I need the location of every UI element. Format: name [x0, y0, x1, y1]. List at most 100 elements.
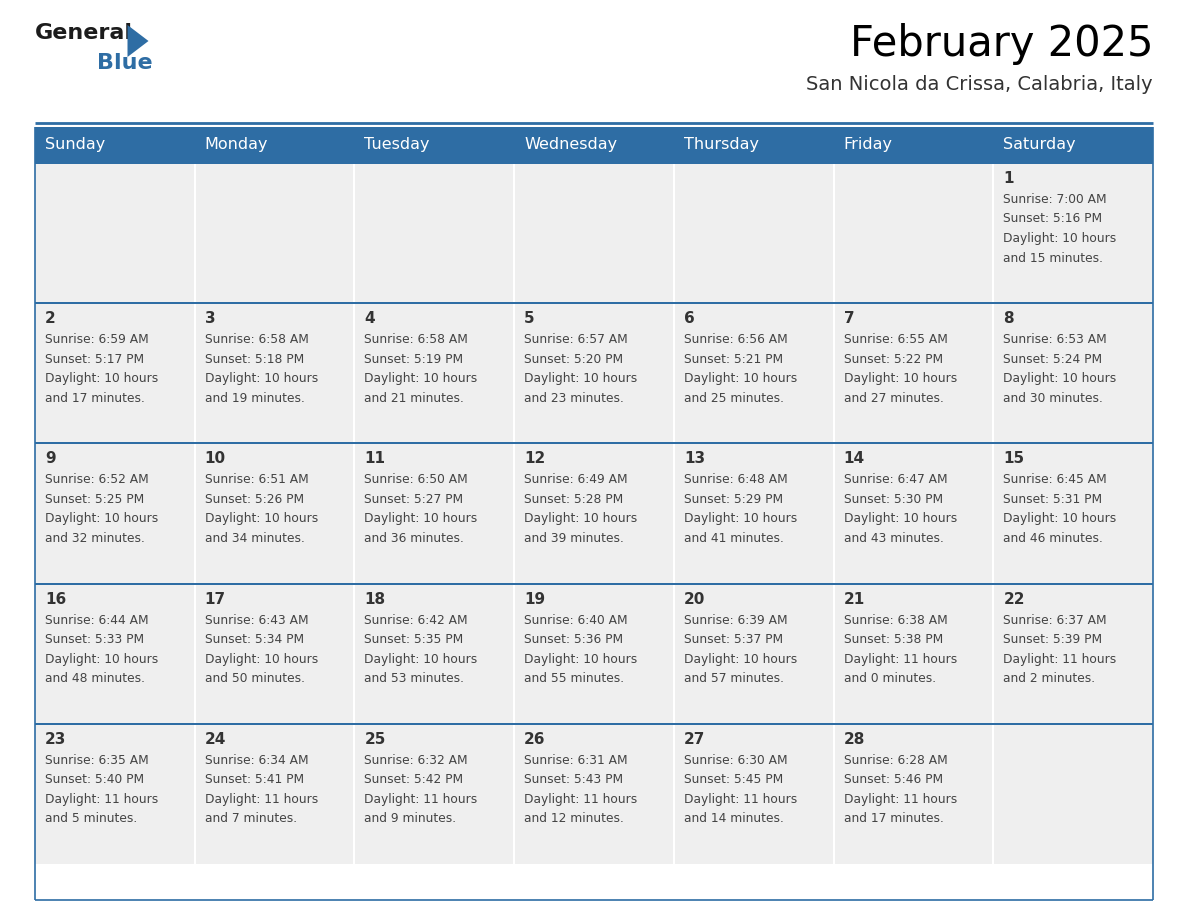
Text: Sunrise: 6:45 AM: Sunrise: 6:45 AM: [1004, 474, 1107, 487]
Text: 27: 27: [684, 732, 706, 747]
Text: Sunrise: 6:58 AM: Sunrise: 6:58 AM: [365, 333, 468, 346]
Text: Sunrise: 6:44 AM: Sunrise: 6:44 AM: [45, 613, 148, 627]
Text: and 2 minutes.: and 2 minutes.: [1004, 672, 1095, 685]
Text: Sunrise: 6:47 AM: Sunrise: 6:47 AM: [843, 474, 947, 487]
Text: Sunrise: 6:39 AM: Sunrise: 6:39 AM: [684, 613, 788, 627]
Text: Daylight: 11 hours: Daylight: 11 hours: [1004, 653, 1117, 666]
Text: 25: 25: [365, 732, 386, 747]
Text: 3: 3: [204, 311, 215, 326]
Text: Sunrise: 6:32 AM: Sunrise: 6:32 AM: [365, 754, 468, 767]
Text: 10: 10: [204, 452, 226, 466]
Text: 7: 7: [843, 311, 854, 326]
Text: Sunset: 5:31 PM: Sunset: 5:31 PM: [1004, 493, 1102, 506]
Text: Sunset: 5:40 PM: Sunset: 5:40 PM: [45, 773, 144, 787]
Text: 13: 13: [684, 452, 704, 466]
Bar: [195, 723, 354, 864]
Bar: [674, 584, 834, 723]
Text: 14: 14: [843, 452, 865, 466]
Text: Sunrise: 6:57 AM: Sunrise: 6:57 AM: [524, 333, 628, 346]
Bar: [993, 303, 1154, 443]
Text: Sunset: 5:16 PM: Sunset: 5:16 PM: [1004, 212, 1102, 226]
Bar: [674, 163, 834, 303]
Text: 2: 2: [45, 311, 56, 326]
Text: 21: 21: [843, 591, 865, 607]
Text: Blue: Blue: [97, 53, 152, 73]
Text: Sunrise: 6:38 AM: Sunrise: 6:38 AM: [843, 613, 947, 627]
Bar: [993, 163, 1154, 303]
Text: 8: 8: [1004, 311, 1013, 326]
Bar: [354, 163, 514, 303]
Text: Sunset: 5:36 PM: Sunset: 5:36 PM: [524, 633, 624, 646]
Text: Saturday: Saturday: [1004, 138, 1076, 152]
Text: Sunrise: 6:52 AM: Sunrise: 6:52 AM: [45, 474, 148, 487]
Text: General: General: [34, 23, 133, 43]
Text: Daylight: 10 hours: Daylight: 10 hours: [843, 512, 956, 525]
Bar: [514, 723, 674, 864]
Text: 17: 17: [204, 591, 226, 607]
Text: Sunset: 5:33 PM: Sunset: 5:33 PM: [45, 633, 144, 646]
Text: Daylight: 10 hours: Daylight: 10 hours: [204, 372, 318, 386]
Bar: [34, 584, 195, 723]
Bar: [834, 584, 993, 723]
Text: Daylight: 11 hours: Daylight: 11 hours: [684, 793, 797, 806]
Bar: [34, 443, 195, 584]
Bar: [674, 127, 834, 163]
Text: Daylight: 10 hours: Daylight: 10 hours: [365, 653, 478, 666]
Bar: [993, 723, 1154, 864]
Text: Thursday: Thursday: [684, 138, 759, 152]
Text: and 39 minutes.: and 39 minutes.: [524, 532, 624, 545]
Text: Daylight: 10 hours: Daylight: 10 hours: [684, 372, 797, 386]
Text: and 55 minutes.: and 55 minutes.: [524, 672, 624, 685]
Text: Daylight: 10 hours: Daylight: 10 hours: [1004, 372, 1117, 386]
Text: Tuesday: Tuesday: [365, 138, 430, 152]
Text: 15: 15: [1004, 452, 1024, 466]
Text: Sunday: Sunday: [45, 138, 106, 152]
Text: and 5 minutes.: and 5 minutes.: [45, 812, 138, 825]
Text: Sunset: 5:19 PM: Sunset: 5:19 PM: [365, 353, 463, 365]
Bar: [34, 723, 195, 864]
Text: Daylight: 10 hours: Daylight: 10 hours: [204, 653, 318, 666]
Text: and 46 minutes.: and 46 minutes.: [1004, 532, 1104, 545]
Bar: [195, 127, 354, 163]
Text: and 57 minutes.: and 57 minutes.: [684, 672, 784, 685]
Text: Daylight: 10 hours: Daylight: 10 hours: [684, 653, 797, 666]
Text: 20: 20: [684, 591, 706, 607]
Bar: [674, 303, 834, 443]
Text: Daylight: 10 hours: Daylight: 10 hours: [45, 653, 158, 666]
Text: and 43 minutes.: and 43 minutes.: [843, 532, 943, 545]
Text: and 12 minutes.: and 12 minutes.: [524, 812, 624, 825]
Text: Sunrise: 6:43 AM: Sunrise: 6:43 AM: [204, 613, 309, 627]
Text: 11: 11: [365, 452, 385, 466]
Text: Sunrise: 6:37 AM: Sunrise: 6:37 AM: [1004, 613, 1107, 627]
Bar: [34, 127, 195, 163]
Bar: [195, 584, 354, 723]
Text: Sunset: 5:27 PM: Sunset: 5:27 PM: [365, 493, 463, 506]
Text: and 32 minutes.: and 32 minutes.: [45, 532, 145, 545]
Text: Monday: Monday: [204, 138, 268, 152]
Text: Daylight: 11 hours: Daylight: 11 hours: [843, 653, 956, 666]
Text: Daylight: 10 hours: Daylight: 10 hours: [45, 372, 158, 386]
Text: Sunset: 5:45 PM: Sunset: 5:45 PM: [684, 773, 783, 787]
Text: Sunrise: 6:55 AM: Sunrise: 6:55 AM: [843, 333, 948, 346]
Text: Friday: Friday: [843, 138, 892, 152]
Text: Daylight: 10 hours: Daylight: 10 hours: [843, 372, 956, 386]
Text: Sunrise: 6:50 AM: Sunrise: 6:50 AM: [365, 474, 468, 487]
Bar: [834, 443, 993, 584]
Text: Sunset: 5:30 PM: Sunset: 5:30 PM: [843, 493, 943, 506]
Bar: [674, 723, 834, 864]
Text: Daylight: 10 hours: Daylight: 10 hours: [365, 512, 478, 525]
Text: 16: 16: [45, 591, 67, 607]
Text: Daylight: 10 hours: Daylight: 10 hours: [204, 512, 318, 525]
Text: Sunset: 5:25 PM: Sunset: 5:25 PM: [45, 493, 144, 506]
Text: San Nicola da Crissa, Calabria, Italy: San Nicola da Crissa, Calabria, Italy: [807, 75, 1154, 94]
Bar: [993, 127, 1154, 163]
Text: 12: 12: [524, 452, 545, 466]
Text: and 17 minutes.: and 17 minutes.: [843, 812, 943, 825]
Text: and 30 minutes.: and 30 minutes.: [1004, 392, 1104, 405]
Bar: [834, 163, 993, 303]
Text: Sunset: 5:35 PM: Sunset: 5:35 PM: [365, 633, 463, 646]
Text: and 15 minutes.: and 15 minutes.: [1004, 252, 1104, 264]
Text: Sunrise: 7:00 AM: Sunrise: 7:00 AM: [1004, 193, 1107, 206]
Text: and 48 minutes.: and 48 minutes.: [45, 672, 145, 685]
Bar: [834, 303, 993, 443]
